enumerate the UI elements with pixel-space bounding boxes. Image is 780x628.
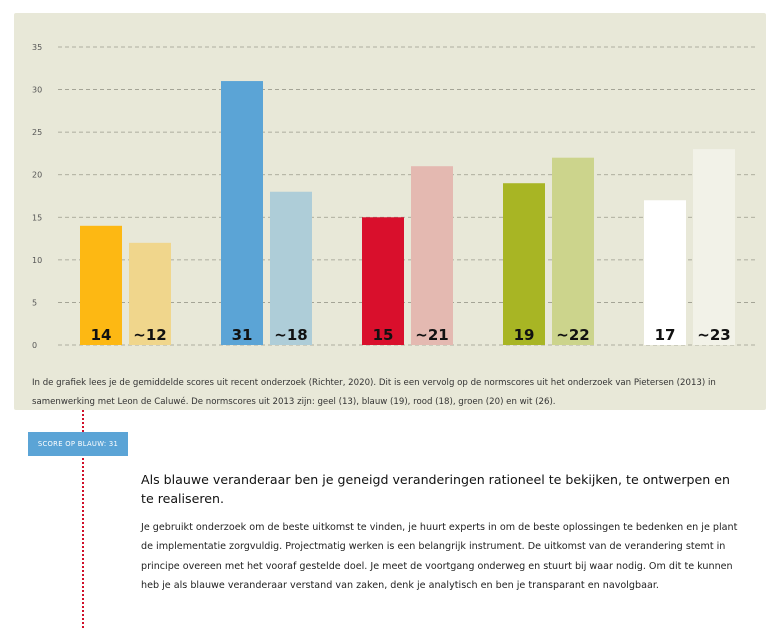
bar-value-label: ~18 [274,326,307,344]
bar-value-label: 31 [232,326,253,344]
bar [503,183,545,345]
bar [362,217,404,345]
section-body: Je gebruikt onderzoek om de beste uitkom… [141,522,738,592]
bar [129,242,171,345]
bar-value-label: 19 [514,326,535,344]
bar-value-label: ~21 [415,326,448,344]
bar [693,149,735,345]
section-heading: Als blauwe veranderaar ben je geneigd ve… [141,472,730,506]
bar [221,81,263,346]
bar-value-label: 17 [655,326,676,344]
y-tick-label: 35 [32,43,42,52]
y-tick-label: 20 [32,171,42,180]
y-tick-label: 25 [32,128,42,137]
bar-value-label: ~12 [133,326,166,344]
y-tick-label: 15 [32,213,42,222]
chart-caption: In de grafiek lees je de gemiddelde scor… [32,377,716,407]
bar-value-label: ~23 [697,326,730,344]
score-badge: Score op blauw: 31 [28,432,128,456]
bar-value-label: ~22 [556,326,589,344]
y-tick-label: 5 [32,298,37,307]
bar-chart: 0 5 10 15 20 25 30 35 14 ~12 31 ~18 15 ~21 19 ~22 17 ~23 [32,43,756,350]
dotted-timeline [82,410,84,628]
bar [644,200,686,345]
bar [552,157,594,345]
chart-panel: 0 5 10 15 20 25 30 35 14 ~12 31 ~18 15 ~21 19 ~22 17 ~23 … [14,13,766,410]
y-tick-label: 0 [32,341,37,350]
bar-value-label: 14 [91,326,112,344]
bar [270,191,312,345]
y-tick-label: 30 [32,86,42,95]
bar [80,225,122,345]
bar-value-label: 15 [373,326,394,344]
y-tick-label: 10 [32,256,42,265]
bar [411,166,453,345]
